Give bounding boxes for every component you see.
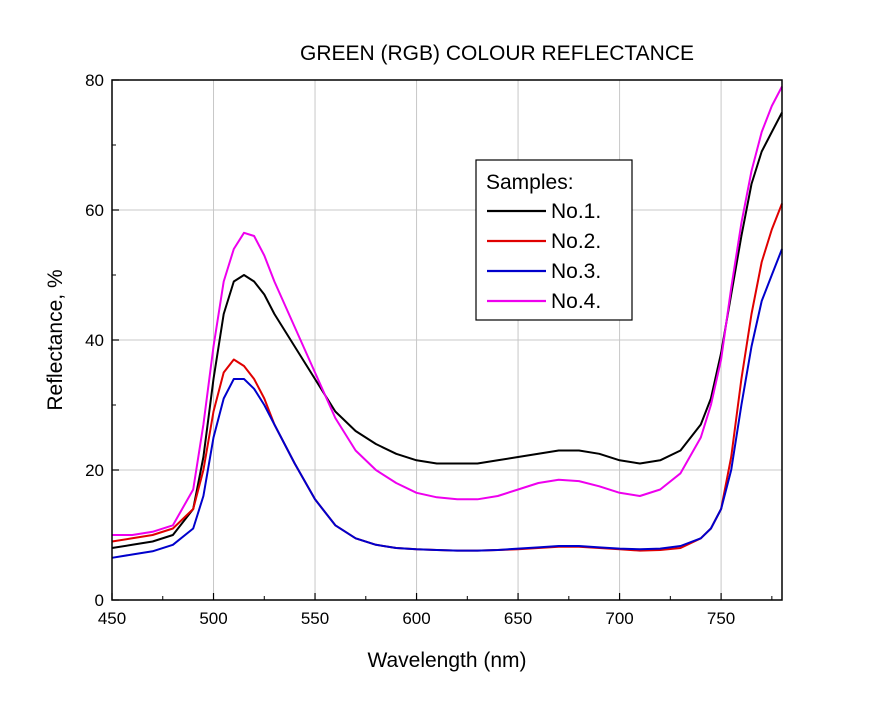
legend-label-3: No.3. bbox=[551, 260, 601, 283]
series-line-4 bbox=[112, 86, 783, 536]
series-lines bbox=[111, 86, 783, 559]
grid-lines bbox=[112, 80, 782, 600]
legend-label-1: No.1. bbox=[551, 200, 601, 223]
y-tick-label: 80 bbox=[85, 71, 104, 90]
x-tick-label: 500 bbox=[199, 609, 227, 628]
legend-title: Samples: bbox=[486, 171, 574, 194]
x-tick-label: 600 bbox=[402, 609, 430, 628]
series-line-3 bbox=[111, 248, 783, 559]
x-axis-label: Wavelength (nm) bbox=[367, 649, 526, 672]
axis-ticks bbox=[111, 79, 773, 601]
y-tick-label: 60 bbox=[85, 201, 104, 220]
x-tick-label: 550 bbox=[301, 609, 329, 628]
y-tick-label: 20 bbox=[85, 461, 104, 480]
y-tick-label: 40 bbox=[85, 331, 104, 350]
legend-label-2: No.2. bbox=[551, 230, 601, 253]
x-tick-label: 750 bbox=[707, 609, 735, 628]
chart-title: GREEN (RGB) COLOUR REFLECTANCE bbox=[300, 42, 694, 65]
tick-labels: 450 500 550 600 650 700 750 0 20 40 60 80 bbox=[85, 71, 735, 628]
y-tick-label: 0 bbox=[95, 591, 104, 610]
series-line-1 bbox=[111, 112, 783, 549]
legend-label-4: No.4. bbox=[551, 290, 601, 313]
x-tick-label: 450 bbox=[98, 609, 126, 628]
x-tick-label: 650 bbox=[504, 609, 532, 628]
legend: Samples: No.1. No.2. No.3. No.4. bbox=[475, 159, 633, 321]
y-axis-label: Reflectance, % bbox=[44, 269, 67, 410]
plot-frame bbox=[111, 79, 783, 601]
legend-items: No.1. No.2. No.3. No.4. bbox=[487, 200, 601, 313]
x-tick-label: 700 bbox=[605, 609, 633, 628]
